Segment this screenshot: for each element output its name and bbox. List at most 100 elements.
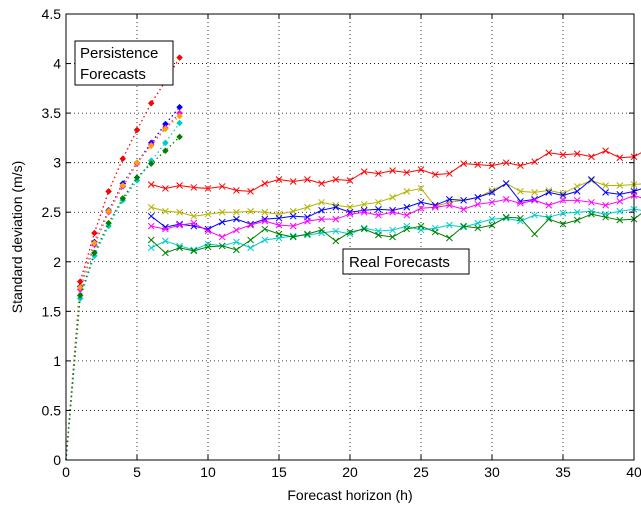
real-forecast-point [616,191,624,198]
real-forecast-point [176,208,183,216]
real-forecast-point [602,189,609,196]
x-tick-label: 0 [62,464,70,480]
real-forecast-point [531,158,538,166]
persistence-point [176,119,183,127]
real-forecast-point [375,198,382,206]
real-forecast-point [446,201,453,209]
real-forecast-point [375,211,382,219]
real-forecast-point [332,227,340,235]
real-forecast-point [346,177,354,184]
real-forecast-point [517,217,524,225]
real-forecast-point [588,177,595,184]
real-forecast-point [602,210,609,218]
real-forecast-point [531,189,538,196]
y-tick-label: 2.5 [42,204,62,220]
real-forecast-point [247,244,254,252]
real-forecast-point [147,236,155,244]
real-forecast-point [389,194,396,201]
real-forecast-point [474,219,482,227]
real-forecast-point [502,213,510,221]
persistence-annotation-line2: Forecasts [80,66,146,83]
real-forecast-point [204,243,212,251]
real-forecast-point [233,226,240,234]
real-forecast-point [531,211,538,219]
persistence-point [119,155,127,163]
real-forecast-point [502,195,510,203]
real-forecast-point [218,183,226,190]
persistence-series-line [65,136,181,461]
persistence-point [147,160,155,168]
real-forecast-point [190,247,198,255]
real-forecast-point [162,225,169,233]
real-forecast-series [147,210,641,257]
real-forecast-point [474,194,482,201]
real-forecast-point [261,236,269,244]
real-forecast-point [375,205,382,213]
persistence-point [162,125,169,133]
real-forecast-point [417,185,425,192]
real-forecast-point [304,176,311,183]
real-forecast-point [218,233,226,241]
plot-area [66,14,634,460]
real-forecast-point [488,198,496,206]
real-forecast-point [204,225,212,233]
persistence-point [176,133,183,141]
real-forecast-point [233,187,240,194]
real-forecast-point [417,198,425,206]
x-tick-label: 25 [413,464,429,480]
real-forecast-point [218,208,226,216]
persistence-point [91,239,98,247]
real-forecast-point [318,206,325,214]
persistence-point [105,188,112,195]
real-forecast-point [233,246,240,254]
real-forecast-point [616,154,624,162]
real-forecast-point [460,160,467,168]
persistence-point [133,159,141,167]
real-forecast-point [460,222,467,230]
real-forecast-point [318,226,325,234]
real-forecast-point [360,208,368,216]
real-forecast-point [304,217,311,225]
real-forecast-point [517,188,524,195]
real-forecast-point [289,222,297,230]
x-axis-label: Forecast horizon (h) [287,487,412,503]
real-forecast-point [375,170,382,177]
real-forecast-point [446,234,453,242]
real-forecast-point [204,210,212,218]
real-forecast-point [588,153,595,161]
real-forecast-point [218,242,226,250]
real-forecast-point [446,221,453,229]
persistence-point [91,229,98,237]
real-forecast-point [204,227,212,235]
real-forecast-point [190,212,198,220]
persistence-point [147,99,155,107]
real-forecast-point [289,232,297,240]
persistence-annotation-box [74,40,174,86]
real-forecast-point [233,215,240,223]
real-forecast-point [375,231,382,239]
real-forecasts-annotation-box [342,248,470,275]
real-forecast-point [318,198,325,206]
real-forecast-point [573,196,581,204]
real-forecast-point [545,149,553,157]
real-forecast-point [289,178,297,185]
real-forecast-point [602,213,609,221]
y-tick-label: 3.5 [42,105,62,121]
real-forecast-point [531,196,538,204]
real-forecast-point [332,237,340,245]
real-forecast-point [588,198,595,206]
real-forecast-point [261,225,269,233]
real-forecast-point [502,214,510,222]
real-forecast-point [488,162,496,169]
real-forecast-point [162,237,169,245]
x-tick-label: 30 [484,464,500,480]
real-forecast-point [446,170,453,177]
real-forecast-point [318,180,325,187]
real-forecast-point [346,203,354,211]
real-forecast-point [616,182,624,189]
real-forecast-point [417,222,425,230]
real-forecast-point [460,223,467,231]
real-forecast-point [588,210,595,218]
x-tick-label: 20 [342,464,358,480]
